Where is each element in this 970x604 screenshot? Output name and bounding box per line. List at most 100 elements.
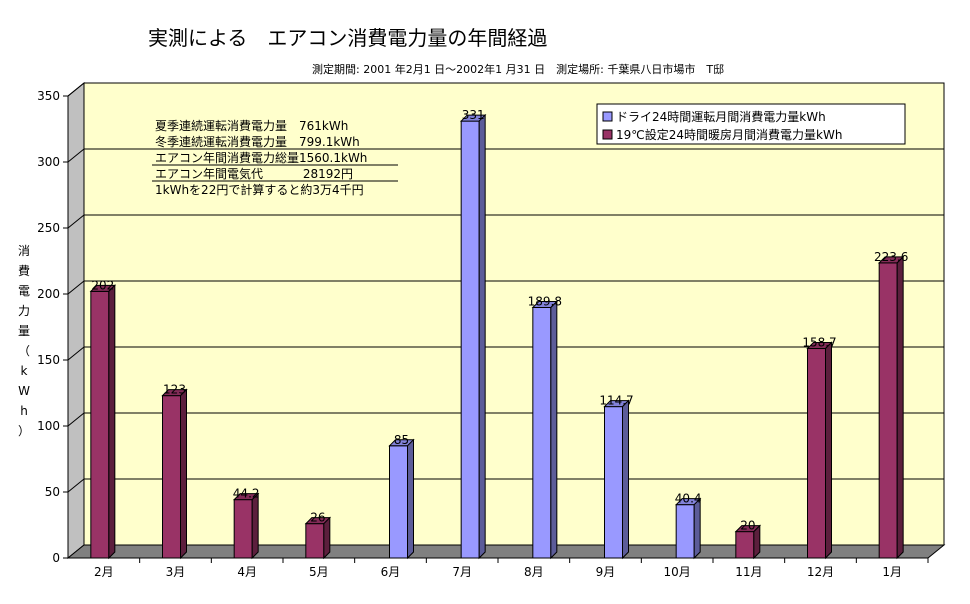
data-label: 40.4 <box>675 492 702 506</box>
y-tick-label: 100 <box>37 419 60 433</box>
annotation-line: 夏季連続運転消費電力量 761kWh <box>155 118 348 133</box>
chart-title: 実測による エアコン消費電力量の年間経過 <box>148 26 547 50</box>
bar-front <box>604 406 623 559</box>
bar-front <box>735 531 755 559</box>
y-axis-label-char: ） <box>18 424 30 438</box>
gridline <box>67 214 944 229</box>
plot-left-wall <box>67 81 85 560</box>
y-tick-label: 0 <box>52 551 60 565</box>
x-tick-label: 10月 <box>664 565 691 579</box>
bar <box>603 399 630 560</box>
bar <box>89 284 117 560</box>
bar-front <box>90 290 110 559</box>
bar-front <box>233 499 253 559</box>
bar-side <box>896 255 904 560</box>
bar-side <box>622 399 629 560</box>
annotation-line: 冬季連続運転消費電力量 799.1kWh <box>155 134 360 149</box>
x-tick-label: 3月 <box>166 565 186 579</box>
bar-front <box>675 504 695 559</box>
gridline <box>67 148 944 163</box>
y-tick-label: 150 <box>37 353 60 367</box>
plot-area: 0 50 100 150 200 250 300 350 2月 202 3月 123 4月 44.2 5月 2… <box>37 81 946 579</box>
bar <box>459 113 487 560</box>
data-label: 20 <box>740 519 755 533</box>
gridline <box>67 82 944 97</box>
bar-side <box>323 516 331 560</box>
legend-swatch <box>602 129 613 140</box>
data-label: 85 <box>394 433 409 447</box>
legend-label: ドライ24時間運転月間消費電力量kWh <box>616 109 826 124</box>
bar-side <box>108 284 116 560</box>
bar-side <box>753 524 761 560</box>
y-axis-label-char: （ <box>18 344 30 358</box>
bar-side <box>693 497 701 560</box>
x-tick-label: 12月 <box>807 565 834 579</box>
data-label: 123 <box>163 383 186 397</box>
y-axis-label-char: k <box>21 364 28 378</box>
y-tick-label: 250 <box>37 221 60 235</box>
bar-front <box>532 306 552 559</box>
annotation-line: エアコン年間電気代 28192円 <box>155 166 353 181</box>
bar <box>232 492 260 560</box>
annotation-line: 1kWhを22円で計算すると約3万4千円 <box>155 182 364 197</box>
bar <box>531 300 559 560</box>
bar <box>734 524 762 560</box>
x-tick-label: 5月 <box>309 565 329 579</box>
gridline <box>67 478 944 493</box>
data-label: 26 <box>310 511 325 525</box>
data-label: 202 <box>91 278 114 292</box>
y-axis-label-char: h <box>20 404 28 418</box>
legend: ドライ24時間運転月間消費電力量kWh 19℃設定24時間暖房月間消費電力量kWh <box>596 103 906 145</box>
bar-side <box>407 438 414 560</box>
plot-back-wall <box>83 82 945 546</box>
gridline <box>67 412 944 427</box>
bar-side <box>251 492 259 560</box>
x-tick-label: 1月 <box>882 565 902 579</box>
y-axis-label: 消費電力量 （ kWh ） <box>18 244 30 438</box>
bar <box>806 341 833 560</box>
bar-side <box>825 341 832 560</box>
x-tick-label: 9月 <box>596 565 616 579</box>
bar-side <box>180 388 187 560</box>
x-tick-label: 8月 <box>524 565 544 579</box>
y-tick-label: 50 <box>45 485 60 499</box>
data-label: 331 <box>462 108 485 122</box>
bar-front <box>460 120 480 559</box>
data-label: 114.7 <box>599 394 633 408</box>
x-tick-label: 7月 <box>452 565 472 579</box>
bar-front <box>878 262 898 559</box>
data-label: 158.7 <box>802 336 836 350</box>
legend-box <box>596 103 906 145</box>
bar-side <box>550 300 558 560</box>
y-axis-label-char: 費 <box>18 263 30 278</box>
y-tick-label: 350 <box>37 89 60 103</box>
data-label: 223.6 <box>874 250 908 264</box>
bar-front <box>807 348 826 559</box>
y-axis-label-char: W <box>18 384 30 398</box>
legend-swatch <box>602 111 613 122</box>
y-tick-label: 200 <box>37 287 60 301</box>
x-tick-label: 4月 <box>237 565 257 579</box>
legend-label: 19℃設定24時間暖房月間消費電力量kWh <box>616 127 842 142</box>
bar-front <box>305 523 325 559</box>
x-tick-label: 11月 <box>735 565 762 579</box>
y-tick-label: 300 <box>37 155 60 169</box>
gridline <box>67 346 944 361</box>
data-label: 44.2 <box>233 487 260 501</box>
y-axis-label-char: 消 <box>18 244 30 258</box>
bar <box>674 497 702 560</box>
x-tick-label: 6月 <box>381 565 401 579</box>
bar-front <box>389 445 408 559</box>
bar <box>161 388 188 560</box>
y-axis-label-char: 電 <box>18 284 30 298</box>
y-axis-label-char: 量 <box>18 324 30 338</box>
bar-front <box>162 395 181 559</box>
gridline <box>67 280 944 295</box>
x-tick-label: 2月 <box>94 565 114 579</box>
bar <box>877 255 905 560</box>
bar <box>304 516 332 560</box>
annotation-line: エアコン年間消費電力総量1560.1kWh <box>155 150 367 165</box>
data-label: 189.8 <box>528 294 562 308</box>
